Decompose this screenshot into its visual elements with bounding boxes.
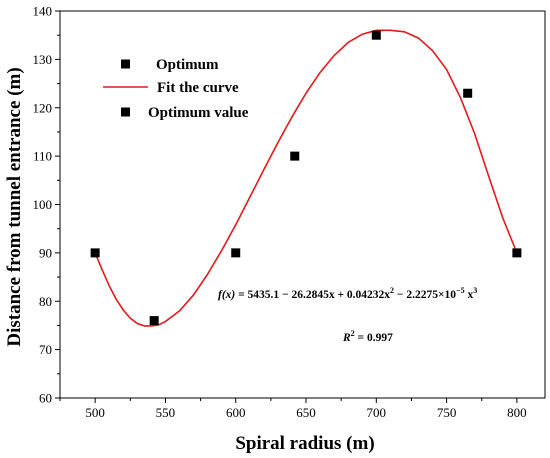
x-axis: 500 550 600 650 700 750 800 [59, 398, 527, 420]
optimum-point [90, 248, 100, 258]
r-squared-annotation: R2 = 0.997 [342, 329, 393, 344]
plot-area [59, 10, 546, 399]
optimum-point [231, 248, 241, 258]
r-squared-value: = 0.997 [355, 332, 393, 344]
r-squared-exp: 2 [351, 329, 355, 338]
optimum-point [290, 151, 300, 161]
x-tick-label: 700 [367, 405, 387, 420]
optimum-point [371, 30, 381, 40]
x-tick-label: 750 [437, 405, 457, 420]
legend-label: Optimum value [148, 105, 249, 121]
y-tick-label: 70 [39, 342, 52, 357]
formula-exp-3: 3 [473, 286, 477, 295]
y-axis: 60 70 80 90 100 110 120 130 140 [33, 4, 60, 406]
optimum-point [463, 88, 473, 98]
legend-label: Fit the curve [157, 80, 239, 96]
y-tick-label: 60 [39, 391, 52, 406]
formula-fx: f(x) [218, 289, 235, 301]
legend: Optimum Fit the curve Optimum value [103, 57, 249, 121]
x-tick-label: 600 [226, 405, 246, 420]
formula-annotation: f(x) = 5435.1 − 26.2845x + 0.04232x2 − 2… [218, 286, 477, 301]
plot-frame [59, 10, 546, 399]
y-axis-title: Distance from tunnel entrance (m) [4, 67, 25, 346]
fit-curve-layer [94, 29, 518, 327]
r-squared-label: R [342, 332, 351, 344]
y-tick-label: 100 [33, 197, 53, 212]
y-tick-label: 110 [33, 149, 52, 164]
optimum-point [512, 248, 522, 258]
x-axis-title: Spiral radius (m) [235, 433, 374, 454]
y-tick-label: 130 [33, 52, 53, 67]
optimum-point [149, 316, 159, 326]
x-tick-label: 650 [296, 405, 316, 420]
formula-part-1: = 5435.1 − 26.2845x + 0.04232x [235, 289, 390, 301]
formula-exp-1: 2 [390, 286, 394, 295]
fit-curve-line [94, 29, 518, 327]
y-tick-label: 90 [39, 245, 52, 260]
legend-square-marker [121, 107, 130, 117]
formula-part-2: − 2.2275×10 [394, 289, 456, 301]
formula-part-3: x [465, 289, 474, 301]
x-tick-label: 500 [85, 405, 105, 420]
y-tick-label: 80 [39, 294, 52, 309]
x-tick-label: 550 [156, 405, 176, 420]
y-tick-label: 140 [33, 4, 53, 19]
x-tick-label: 800 [507, 405, 527, 420]
legend-square-marker [121, 59, 130, 69]
formula-exp-2: −5 [456, 286, 465, 295]
y-tick-label: 120 [33, 100, 53, 115]
optimum-points-layer [90, 30, 522, 326]
legend-label: Optimum [156, 57, 219, 73]
